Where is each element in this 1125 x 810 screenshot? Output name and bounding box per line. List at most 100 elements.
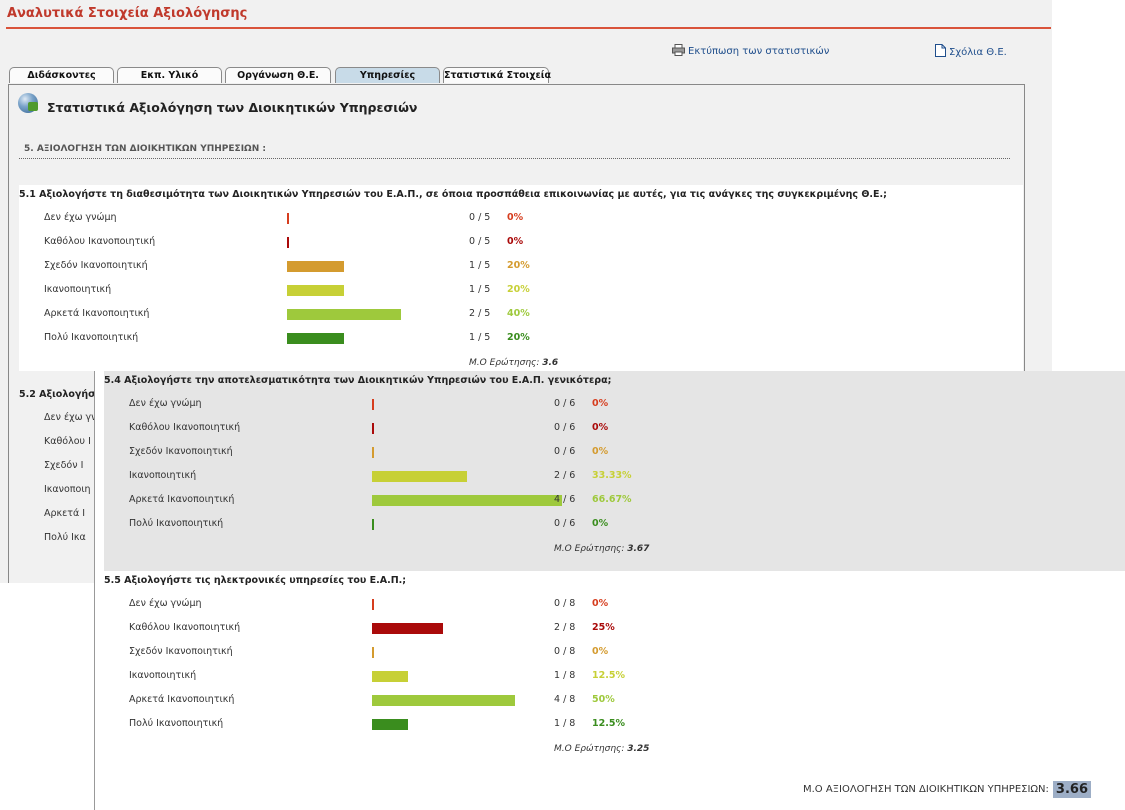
- answer-row: Δεν έχω γνώμη 0 / 8 0%: [129, 598, 1125, 614]
- answer-bar: [287, 261, 344, 272]
- answer-bar: [372, 519, 374, 530]
- question-average: Μ.Ο Ερώτησης: 3.67: [554, 544, 649, 554]
- overall-average: Μ.Ο ΑΞΙΟΛΟΓΗΣΗ ΤΩΝ ΔΙΟΙΚΗΤΙΚΩΝ ΥΠΗΡΕΣΙΩΝ…: [803, 781, 1091, 798]
- answer-row: Ικανοποιητική 1 / 5 20%: [44, 284, 1048, 300]
- answer-count: 4 / 6: [554, 494, 576, 505]
- answer-row: Καθόλου Ι: [44, 436, 124, 452]
- answer-label: Ικανοποιη: [44, 484, 91, 495]
- answer-count: 0 / 5: [469, 212, 491, 223]
- tab-educational-material[interactable]: Εκπ. Υλικό: [117, 67, 222, 83]
- answer-label: Καθόλου Ικανοποιητική: [44, 236, 156, 247]
- answer-percent: 33.33%: [592, 470, 632, 481]
- answer-row: Αρκετά Ικανοποιητική 4 / 6 66.67%: [129, 494, 1125, 510]
- answer-percent: 25%: [592, 622, 615, 633]
- overall-average-label: Μ.Ο ΑΞΙΟΛΟΓΗΣΗ ΤΩΝ ΔΙΟΙΚΗΤΙΚΩΝ ΥΠΗΡΕΣΙΩΝ…: [802, 784, 1049, 795]
- answer-bar: [372, 447, 374, 458]
- answer-label: Καθόλου Ι: [44, 436, 91, 447]
- answer-row: Δεν έχω γνώμ: [44, 412, 124, 428]
- answer-label: Ικανοποιητική: [129, 470, 197, 481]
- answer-row: Ικανοποιητική 1 / 8 12.5%: [129, 670, 1125, 686]
- document-icon: [935, 44, 946, 60]
- answer-percent: 50%: [592, 694, 615, 705]
- answer-bar: [287, 237, 289, 248]
- answer-count: 1 / 8: [554, 670, 576, 681]
- answer-percent: 20%: [507, 260, 530, 271]
- answer-bar: [287, 285, 344, 296]
- answer-count: 0 / 5: [469, 236, 491, 247]
- answer-row: Αρκετά Ι: [44, 508, 124, 524]
- answer-count: 0 / 6: [554, 422, 576, 433]
- answer-count: 0 / 8: [554, 598, 576, 609]
- answer-label: Αρκετά Ι: [44, 508, 86, 519]
- course-comments-link[interactable]: Σχόλια Θ.Ε.: [935, 44, 1007, 60]
- answer-row: Πολύ Ικα: [44, 532, 124, 548]
- question-5-1: 5.1 Αξιολογήστε τη διαθεσιμότητα των Διο…: [19, 185, 1023, 371]
- answer-count: 2 / 6: [554, 470, 576, 481]
- answer-row: Σχεδόν Ικανοποιητική 0 / 8 0%: [129, 646, 1125, 662]
- header-divider: [6, 27, 1051, 29]
- section-title: 5. ΑΞΙΟΛΟΓΗΣΗ ΤΩΝ ΔΙΟΙΚΗΤΙΚΩΝ ΥΠΗΡΕΣΙΩΝ …: [24, 144, 266, 154]
- answer-row: Δεν έχω γνώμη 0 / 5 0%: [44, 212, 1048, 228]
- answer-row: Δεν έχω γνώμη 0 / 6 0%: [129, 398, 1125, 414]
- question-average-label: Μ.Ο Ερώτησης:: [554, 544, 625, 554]
- question-title: 5.2 Αξιολογήστ: [19, 389, 102, 400]
- answer-row: Αρκετά Ικανοποιητική 4 / 8 50%: [129, 694, 1125, 710]
- answer-label: Καθόλου Ικανοποιητική: [129, 622, 241, 633]
- question-average-value: 3.25: [627, 744, 650, 754]
- answer-percent: 0%: [592, 598, 609, 609]
- answer-row: Καθόλου Ικανοποιητική 2 / 8 25%: [129, 622, 1125, 638]
- answer-percent: 20%: [507, 332, 530, 343]
- tab-services[interactable]: Υπηρεσίες: [335, 67, 440, 83]
- answer-bar: [372, 599, 374, 610]
- answer-label: Σχεδόν Ικανοποιητική: [44, 260, 148, 271]
- answer-label: Αρκετά Ικανοποιητική: [129, 494, 235, 505]
- answer-label: Αρκετά Ικανοποιητική: [129, 694, 235, 705]
- answer-count: 1 / 5: [469, 284, 491, 295]
- tab-statistics[interactable]: Στατιστικά Στοιχεία: [443, 67, 551, 83]
- question-5-4: 5.4 Αξιολογήστε την αποτελεσματικότητα τ…: [104, 371, 1125, 571]
- question-average: Μ.Ο Ερώτησης: 3.25: [554, 744, 649, 754]
- tab-course-organization[interactable]: Οργάνωση Θ.Ε.: [225, 67, 331, 83]
- answer-count: 2 / 5: [469, 308, 491, 319]
- print-stats-link[interactable]: Εκτύπωση των στατιστικών: [672, 44, 829, 59]
- answer-row: Σχεδόν Ικανοποιητική 0 / 6 0%: [129, 446, 1125, 462]
- statistics-globe-icon: [18, 93, 38, 113]
- answer-count: 0 / 6: [554, 398, 576, 409]
- print-stats-label[interactable]: Εκτύπωση των στατιστικών: [688, 46, 830, 57]
- question-average-value: 3.67: [627, 544, 650, 554]
- answer-label: Πολύ Ικανοποιητική: [129, 718, 224, 729]
- answer-label: Ικανοποιητική: [44, 284, 112, 295]
- answer-count: 2 / 8: [554, 622, 576, 633]
- question-average-label: Μ.Ο Ερώτησης:: [554, 744, 625, 754]
- answer-label: Δεν έχω γνώμη: [129, 398, 202, 409]
- answer-row: Πολύ Ικανοποιητική 1 / 8 12.5%: [129, 718, 1125, 734]
- course-comments-label[interactable]: Σχόλια Θ.Ε.: [949, 46, 1007, 58]
- answer-label: Αρκετά Ικανοποιητική: [44, 308, 150, 319]
- answer-label: Πολύ Ικα: [44, 532, 86, 543]
- answer-row: Αρκετά Ικανοποιητική 2 / 5 40%: [44, 308, 1048, 324]
- answer-count: 1 / 8: [554, 718, 576, 729]
- answer-bar: [287, 213, 289, 224]
- answer-bar: [372, 423, 374, 434]
- answer-percent: 0%: [507, 212, 524, 223]
- answer-percent: 0%: [592, 518, 609, 529]
- answer-bar: [287, 333, 344, 344]
- tab-instructors[interactable]: Διδάσκοντες: [9, 67, 114, 83]
- answer-row: Σχεδόν Ι: [44, 460, 124, 476]
- answer-percent: 0%: [592, 446, 609, 457]
- answer-count: 1 / 5: [469, 332, 491, 343]
- answer-count: 0 / 6: [554, 518, 576, 529]
- answer-bar: [372, 471, 467, 482]
- question-5-2-partial: 5.2 Αξιολογήστ Δεν έχω γνώμ Καθόλου Ι Σχεδό…: [19, 385, 111, 583]
- answer-row: Καθόλου Ικανοποιητική 0 / 6 0%: [129, 422, 1125, 438]
- panel-title: Στατιστικά Αξιολόγηση των Διοικητικών Υπ…: [47, 100, 418, 115]
- question-average: Μ.Ο Ερώτησης: 3.6: [469, 358, 558, 368]
- answer-percent: 40%: [507, 308, 530, 319]
- question-title: 5.4 Αξιολογήστε την αποτελεσματικότητα τ…: [104, 375, 612, 386]
- answer-count: 1 / 5: [469, 260, 491, 271]
- answer-label: Δεν έχω γνώμη: [129, 598, 202, 609]
- answer-label: Ικανοποιητική: [129, 670, 197, 681]
- answer-bar: [287, 309, 401, 320]
- answer-label: Δεν έχω γνώμ: [44, 412, 111, 423]
- answer-bar: [372, 719, 408, 730]
